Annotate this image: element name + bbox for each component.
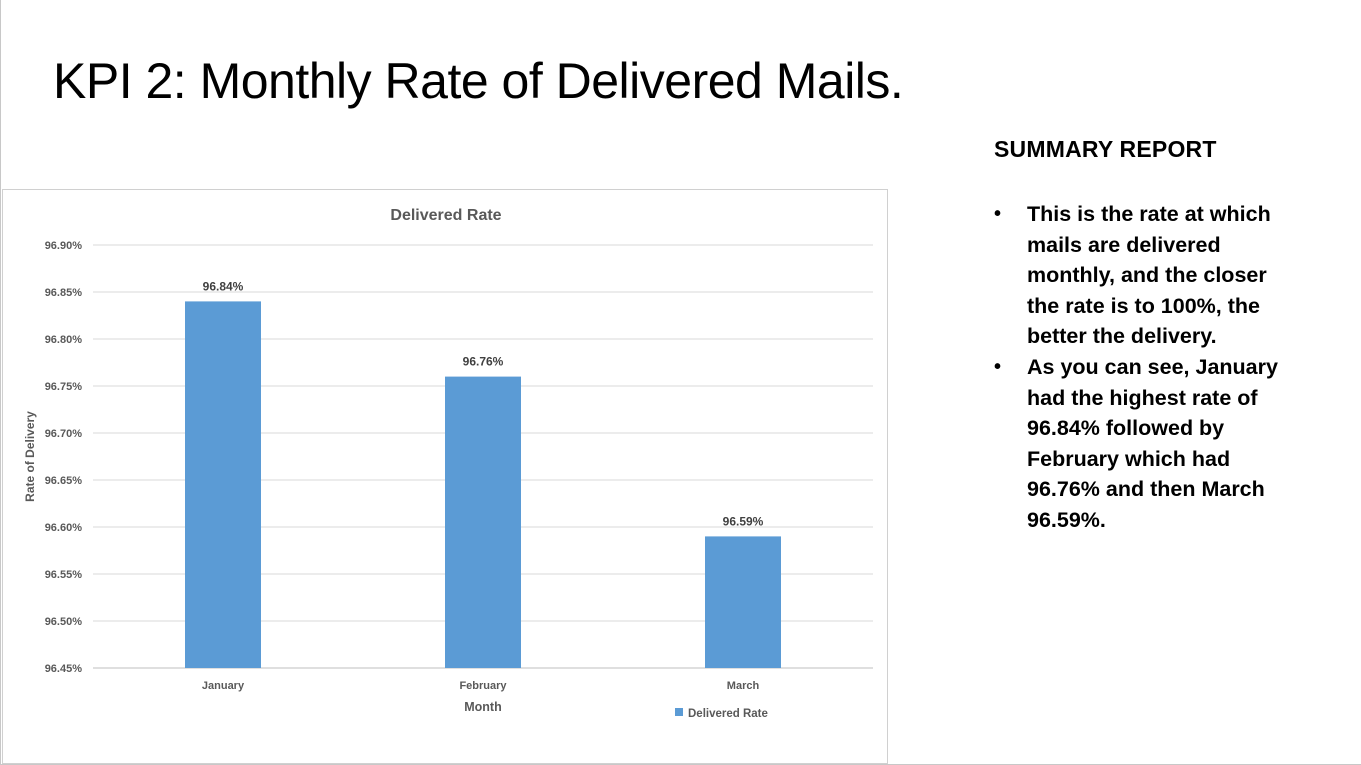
x-axis-label: Month: [464, 700, 501, 714]
y-tick-label: 96.65%: [45, 475, 83, 487]
y-tick-label: 96.80%: [45, 334, 83, 346]
y-tick-label: 96.90%: [45, 240, 83, 252]
x-tick-label: January: [202, 680, 245, 692]
data-label: 96.84%: [203, 279, 244, 293]
y-tick-label: 96.75%: [45, 381, 83, 393]
y-tick-label: 96.55%: [45, 569, 83, 581]
y-tick-label: 96.50%: [45, 616, 83, 628]
bar-january: [185, 301, 261, 668]
summary-bullet: This is the rate at which mails are deli…: [994, 199, 1294, 352]
legend-label: Delivered Rate: [688, 708, 768, 720]
chart-container: Delivered Rate 96.45% 96.50% 96.55% 96.60% 96…: [2, 189, 888, 764]
y-tick-label: 96.45%: [45, 663, 83, 675]
x-tick-label: March: [727, 680, 760, 692]
summary-bullet-list: This is the rate at which mails are deli…: [994, 199, 1294, 536]
legend-swatch: [675, 708, 683, 716]
bar-chart: Delivered Rate 96.45% 96.50% 96.55% 96.60% 96…: [23, 207, 873, 720]
slide-title: KPI 2: Monthly Rate of Delivered Mails.: [53, 53, 904, 109]
summary-bullet: As you can see, January had the highest …: [994, 352, 1294, 536]
y-axis-label: Rate of Delivery: [23, 411, 37, 502]
y-tick-label: 96.85%: [45, 287, 83, 299]
summary-heading: SUMMARY REPORT: [994, 136, 1217, 162]
y-tick-label: 96.60%: [45, 522, 83, 534]
bar-february: [445, 376, 521, 668]
bar-march: [705, 536, 781, 668]
summary-panel: SUMMARY REPORT This is the rate at which…: [994, 136, 1294, 536]
y-tick-label: 96.70%: [45, 428, 83, 440]
x-tick-label: February: [459, 680, 507, 692]
data-label: 96.76%: [463, 355, 504, 369]
chart-title: Delivered Rate: [390, 207, 501, 224]
data-label: 96.59%: [723, 514, 764, 528]
